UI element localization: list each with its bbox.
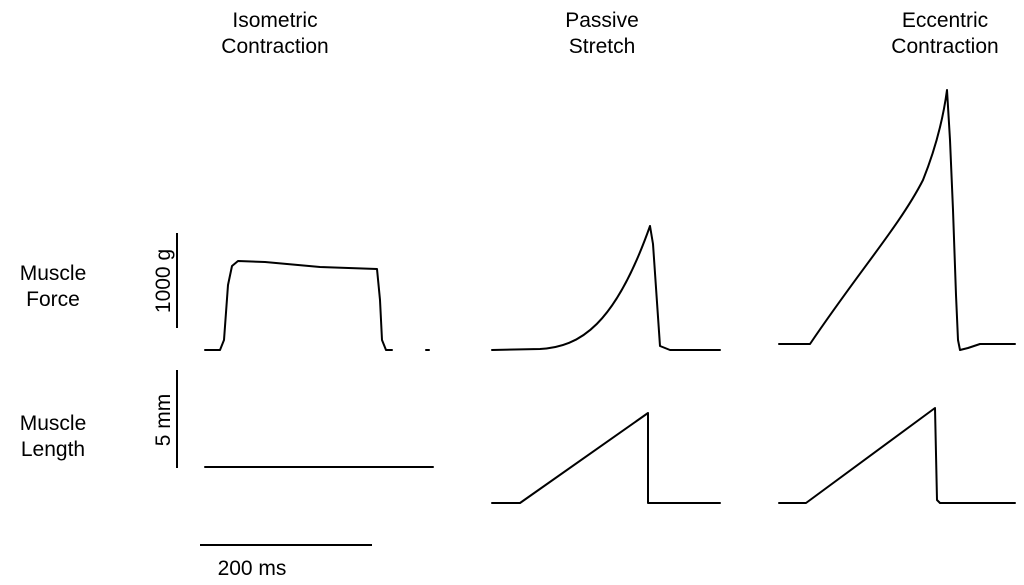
row-label-length-line1: Muscle <box>20 412 87 435</box>
column-title-passive-line2: Stretch <box>569 35 636 58</box>
length-scale-label: 5 mm <box>152 394 175 447</box>
isometric-force-trace <box>204 260 393 351</box>
row-label-length-line2: Length <box>21 438 85 461</box>
row-label-force-line1: Muscle <box>20 262 87 285</box>
passive-length-trace <box>491 412 721 504</box>
eccentric-force-trace <box>778 89 1016 351</box>
time-scale-label: 200 ms <box>218 557 287 580</box>
eccentric-length-trace <box>778 407 1016 504</box>
column-title-eccentric-line1: Eccentric <box>902 9 988 32</box>
column-title-eccentric-line2: Contraction <box>891 35 998 58</box>
passive-force-trace <box>491 225 721 351</box>
column-title-isometric-line2: Contraction <box>221 35 328 58</box>
force-scale-label: 1000 g <box>152 249 175 313</box>
column-title-passive-line1: Passive <box>565 9 639 32</box>
row-label-force-line2: Force <box>26 288 80 311</box>
column-title-isometric-line1: Isometric <box>232 9 317 32</box>
